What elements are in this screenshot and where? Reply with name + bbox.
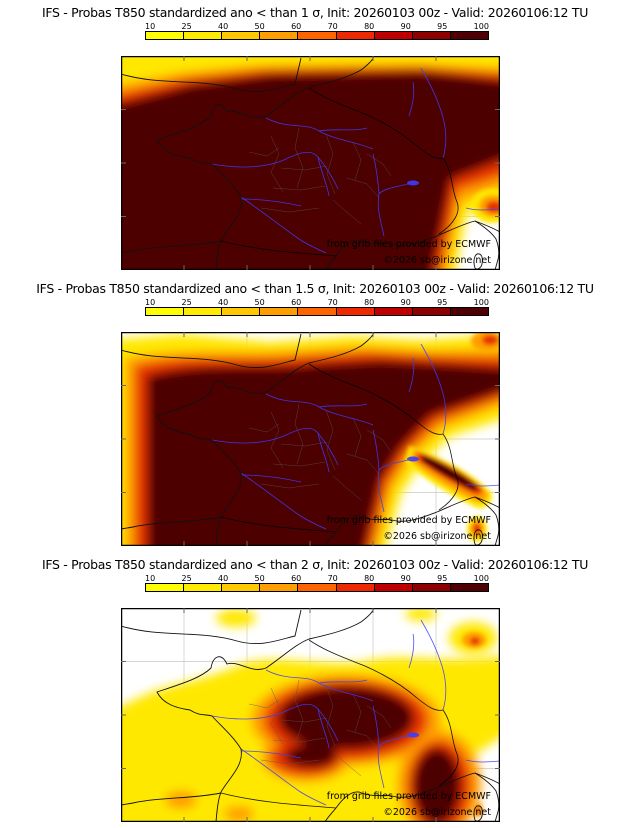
colorbar-tick: 100 — [473, 574, 489, 583]
colorbar-tick: 80 — [364, 298, 375, 307]
colorbar-tick: 70 — [327, 22, 338, 31]
colorbar-segment — [146, 32, 184, 39]
copyright-text: ©2026 sb@irizone.net — [383, 807, 491, 818]
probability-shading — [121, 608, 500, 822]
probability-map: from grib files provided by ECMWF ©2026 … — [121, 56, 500, 270]
colorbar-segment — [335, 308, 374, 315]
colorbar-tick: 10 — [145, 298, 156, 307]
colorbar-segment — [449, 584, 488, 591]
map-canvas-3 — [121, 608, 500, 822]
colorbar-segment — [335, 32, 374, 39]
colorbar-segment — [183, 584, 222, 591]
colorbar-tick: 90 — [400, 298, 411, 307]
colorbar-tick: 100 — [473, 22, 489, 31]
colorbar-bar — [145, 307, 489, 316]
panel-title: IFS - Probas T850 standardized ano < tha… — [36, 281, 594, 296]
colorbar-segment — [221, 308, 260, 315]
panel-title: IFS - Probas T850 standardized ano < tha… — [41, 5, 589, 20]
colorbar-tick: 10 — [145, 22, 156, 31]
colorbar-tick: 95 — [437, 574, 448, 583]
colorbar-segment — [183, 32, 222, 39]
colorbar-segment — [183, 308, 222, 315]
map-canvas-1 — [121, 56, 500, 270]
colorbar-segment — [297, 308, 336, 315]
colorbar-segment — [259, 584, 298, 591]
colorbar-segment — [297, 32, 336, 39]
colorbar-tick-labels: 10 25 40 50 60 70 80 90 95 100 — [145, 574, 489, 583]
colorbar-segment — [146, 308, 184, 315]
colorbar: 10 25 40 50 60 70 80 90 95 100 — [145, 298, 489, 316]
colorbar-bar — [145, 583, 489, 592]
colorbar-tick: 70 — [327, 298, 338, 307]
probability-map: from grib files provided by ECMWF ©2026 … — [121, 608, 500, 822]
colorbar-tick-labels: 10 25 40 50 60 70 80 90 95 100 — [145, 22, 489, 31]
liguria-hotspot — [471, 189, 500, 223]
forecast-panel-2: IFS - Probas T850 standardized ano < tha… — [0, 276, 630, 552]
colorbar-segment — [221, 584, 260, 591]
forecast-panel-1: IFS - Probas T850 standardized ano < tha… — [0, 0, 630, 276]
colorbar-segment — [411, 308, 450, 315]
colorbar-tick: 25 — [181, 298, 192, 307]
colorbar-segment — [411, 584, 450, 591]
colorbar-tick: 60 — [291, 298, 302, 307]
forecast-panel-3: IFS - Probas T850 standardized ano < tha… — [0, 552, 630, 828]
colorbar-tick: 40 — [218, 22, 229, 31]
panel-title: IFS - Probas T850 standardized ano < tha… — [41, 557, 589, 572]
colorbar-tick: 95 — [437, 22, 448, 31]
colorbar-tick: 90 — [400, 22, 411, 31]
colorbar-segment — [373, 32, 412, 39]
colorbar: 10 25 40 50 60 70 80 90 95 100 — [145, 22, 489, 40]
colorbar-segment — [449, 308, 488, 315]
colorbar-segment — [335, 584, 374, 591]
colorbar-tick: 25 — [181, 574, 192, 583]
colorbar-segment — [373, 584, 412, 591]
colorbar-segment — [259, 32, 298, 39]
colorbar-segment — [259, 308, 298, 315]
probability-shading — [121, 56, 500, 270]
colorbar-tick: 50 — [254, 298, 265, 307]
colorbar-tick: 80 — [364, 574, 375, 583]
copyright-text: ©2026 sb@irizone.net — [383, 531, 491, 542]
ecmwf-credit: from grib files provided by ECMWF — [326, 791, 491, 802]
colorbar-tick: 80 — [364, 22, 375, 31]
colorbar-tick: 10 — [145, 574, 156, 583]
copyright-text: ©2026 sb@irizone.net — [383, 255, 491, 266]
colorbar-tick: 50 — [254, 574, 265, 583]
colorbar-tick: 60 — [291, 574, 302, 583]
colorbar-tick: 60 — [291, 22, 302, 31]
colorbar-tick: 100 — [473, 298, 489, 307]
colorbar-tick: 70 — [327, 574, 338, 583]
colorbar-tick: 95 — [437, 298, 448, 307]
colorbar-segment — [146, 584, 184, 591]
colorbar-tick: 25 — [181, 22, 192, 31]
colorbar-tick: 50 — [254, 22, 265, 31]
small-hotspots — [462, 632, 486, 817]
colorbar-tick: 40 — [218, 298, 229, 307]
colorbar-bar — [145, 31, 489, 40]
map-canvas-2 — [121, 332, 500, 546]
colorbar-tick: 40 — [218, 574, 229, 583]
probability-map: from grib files provided by ECMWF ©2026 … — [121, 332, 500, 546]
colorbar-segment — [297, 584, 336, 591]
colorbar-tick: 90 — [400, 574, 411, 583]
colorbar-segment — [373, 308, 412, 315]
ecmwf-credit: from grib files provided by ECMWF — [326, 239, 491, 250]
ecmwf-credit: from grib files provided by ECMWF — [326, 515, 491, 526]
colorbar-segment — [411, 32, 450, 39]
colorbar-segment — [449, 32, 488, 39]
colorbar-tick-labels: 10 25 40 50 60 70 80 90 95 100 — [145, 298, 489, 307]
colorbar: 10 25 40 50 60 70 80 90 95 100 — [145, 574, 489, 592]
colorbar-segment — [221, 32, 260, 39]
probability-shading — [121, 334, 500, 546]
